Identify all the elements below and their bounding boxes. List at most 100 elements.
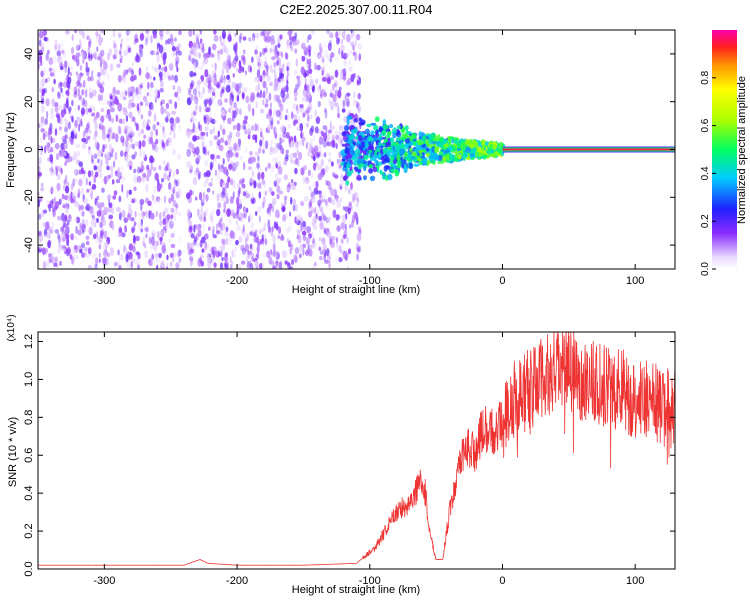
heatmap-cell [260, 131, 263, 138]
heatmap-cell [432, 161, 436, 165]
heatmap-cell [132, 245, 136, 253]
heatmap-cell [245, 95, 250, 104]
heatmap-cell [110, 168, 113, 176]
heatmap-cell [319, 221, 324, 230]
heatmap-cell [112, 86, 116, 95]
heatmap-cell [456, 143, 461, 150]
heatmap-cell [154, 172, 159, 181]
heatmap-cell [315, 78, 319, 85]
heatmap-cell [74, 90, 77, 95]
heatmap-cell [235, 220, 239, 226]
heatmap-cell [390, 142, 395, 147]
heatmap-cell [62, 138, 68, 144]
heatmap-cell [61, 225, 64, 232]
heatmap-cell [84, 205, 89, 211]
heatmap-cell [231, 231, 236, 240]
heatmap-cell [254, 134, 258, 144]
heatmap-cell [273, 249, 276, 257]
heatmap-cell [158, 165, 162, 171]
heatmap-cell [270, 69, 275, 74]
heatmap-cell [294, 247, 300, 255]
heatmap-cell [291, 185, 297, 192]
heatmap-cell [369, 175, 376, 182]
heatmap-cell [61, 49, 65, 55]
heatmap-cell [174, 37, 177, 42]
heatmap-cell [116, 178, 121, 184]
heatmap-cell [368, 144, 374, 151]
heatmap-cell [265, 64, 269, 71]
heatmap-cell [291, 179, 294, 183]
heatmap-cell [153, 195, 158, 204]
heatmap-cell [161, 178, 164, 183]
heatmap-cell [246, 207, 249, 213]
heatmap-cell [207, 242, 209, 251]
heatmap-cell [166, 254, 169, 261]
heatmap-cell [168, 76, 172, 81]
heatmap-cell [85, 132, 89, 138]
heatmap-cell [348, 49, 353, 55]
heatmap-cell [74, 200, 80, 208]
heatmap-cell [209, 161, 213, 171]
heatmap-cell [79, 64, 83, 71]
heatmap-cell [276, 50, 280, 56]
heatmap-cell [40, 70, 44, 78]
heatmap-cell [208, 46, 211, 55]
heatmap-cell [195, 225, 200, 231]
heatmap-cell [50, 107, 54, 114]
heatmap-cell [40, 104, 46, 113]
heatmap-cell [81, 228, 84, 235]
heatmap-cell [305, 141, 308, 150]
heatmap-cell [278, 261, 283, 269]
heatmap-cell [45, 233, 49, 238]
heatmap-cell [59, 226, 65, 233]
heatmap-cell [232, 124, 237, 131]
heatmap-cell [137, 252, 141, 260]
heatmap-cell [63, 179, 68, 185]
heatmap-cell [338, 257, 343, 263]
heatmap-cell [148, 236, 152, 245]
heatmap-cell [120, 38, 124, 43]
heatmap-cell [289, 44, 293, 50]
heatmap-cell [319, 255, 323, 261]
heatmap-cell [61, 193, 65, 200]
heatmap-cell [153, 244, 158, 252]
heatmap-cell [280, 90, 285, 99]
heatmap-cell [161, 66, 165, 72]
heatmap-cell [254, 151, 260, 157]
heatmap-cell [130, 113, 133, 123]
x-tick-label: -200 [226, 575, 248, 587]
heatmap-cell [219, 35, 222, 42]
heatmap-cell [138, 212, 144, 217]
heatmap-cell [162, 70, 166, 79]
heatmap-cell [352, 128, 358, 134]
heatmap-cell [346, 163, 350, 170]
heatmap-cell [136, 103, 140, 112]
y-tick-label: 1.0 [23, 372, 35, 387]
heatmap-cell [474, 142, 479, 149]
heatmap-cell [302, 175, 306, 185]
heatmap-cell [252, 64, 255, 72]
heatmap-cell [96, 56, 102, 61]
heatmap-cell [242, 124, 246, 130]
heatmap-cell [82, 79, 86, 88]
heatmap-cell [286, 39, 290, 47]
heatmap-cell [100, 49, 105, 57]
heatmap-cell [187, 249, 193, 256]
heatmap-cell [146, 164, 150, 171]
heatmap-cell [224, 140, 229, 146]
heatmap-cell [145, 209, 148, 219]
heatmap-cell [381, 143, 386, 147]
heatmap-cell [274, 72, 277, 81]
heatmap-cell [193, 72, 197, 77]
heatmap-cell [90, 54, 93, 60]
heatmap-cell [277, 234, 280, 240]
heatmap-cell [40, 128, 45, 133]
heatmap-cell [303, 165, 307, 171]
heatmap-cell [81, 100, 86, 107]
heatmap-cell [263, 47, 268, 53]
heatmap-cell [282, 206, 286, 212]
heatmap-cell [320, 194, 326, 200]
heatmap-cell [301, 42, 306, 50]
heatmap-cell [77, 188, 81, 198]
heatmap-cell [150, 212, 155, 220]
